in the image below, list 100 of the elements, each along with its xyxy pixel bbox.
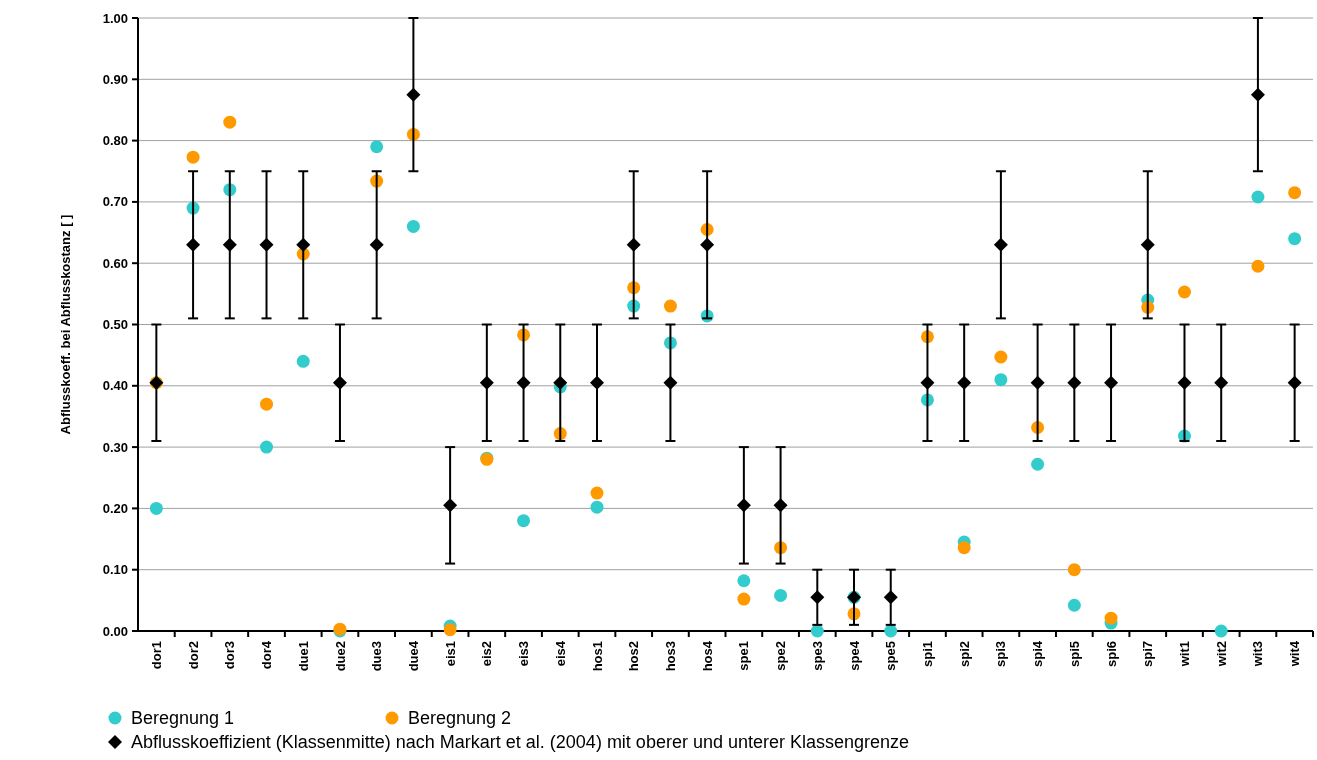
y-tick-label: 0.50: [102, 317, 128, 333]
point: [1030, 375, 1045, 390]
y-tick-label: 0.00: [102, 623, 128, 639]
x-tick-label: eis4: [552, 640, 568, 667]
x-tick-label: dor4: [259, 640, 275, 670]
x-tick-label: spi1: [920, 641, 935, 668]
point: [1288, 186, 1302, 200]
point: [369, 237, 384, 252]
point: [737, 592, 751, 606]
point: [1177, 285, 1191, 299]
point: [626, 237, 641, 252]
point: [1031, 457, 1045, 471]
point: [994, 350, 1008, 364]
point: [149, 501, 163, 515]
point: [883, 590, 898, 605]
x-tick-label: wit4: [1287, 640, 1303, 668]
point: [1214, 375, 1229, 390]
point: [1067, 375, 1082, 390]
x-tick-label: wit1: [1177, 641, 1193, 668]
x-tick-label: dor3: [222, 641, 238, 670]
x-tick-label: spe1: [736, 641, 752, 671]
point: [1067, 598, 1081, 612]
point: [1140, 237, 1155, 252]
x-tick-label: spi2: [956, 641, 972, 668]
x-tick-label: hos3: [662, 641, 678, 672]
x-tick-label: spe3: [809, 641, 825, 671]
x-tick-label: due3: [369, 641, 385, 672]
point: [590, 500, 604, 514]
point: [1250, 87, 1265, 102]
y-tick-label: 0.70: [102, 194, 128, 210]
y-tick-label: 1.00: [102, 10, 128, 26]
x-tick-label: dor2: [185, 641, 201, 670]
point: [259, 237, 274, 252]
x-tick-label: spe2: [773, 641, 789, 671]
point: [186, 237, 201, 252]
y-axis-title: Abflusskoeff. bei Abflusskostanz [ ]: [58, 214, 73, 435]
point: [1251, 259, 1265, 273]
point: [443, 623, 457, 637]
legend-label: Beregnung 2: [408, 708, 512, 729]
point: [957, 541, 971, 555]
point: [479, 375, 494, 390]
y-tick-label: 0.60: [102, 255, 128, 271]
point: [517, 514, 531, 528]
point: [884, 624, 898, 638]
point: [553, 375, 568, 390]
point: [516, 375, 531, 390]
point: [810, 624, 824, 638]
point: [590, 486, 604, 500]
x-tick-label: spi7: [1140, 641, 1156, 668]
point: [223, 115, 237, 129]
point: [260, 397, 274, 411]
x-tick-label: spi4: [1030, 640, 1046, 668]
y-tick-label: 0.30: [102, 439, 128, 455]
point: [773, 498, 788, 513]
point: [994, 373, 1008, 387]
point: [810, 590, 825, 605]
point: [406, 219, 420, 233]
legend-label: Beregnung 1: [131, 708, 235, 729]
point: [1287, 375, 1302, 390]
y-tick-label: 0.80: [102, 133, 128, 149]
point: [774, 588, 788, 602]
point: [260, 440, 274, 454]
point: [737, 574, 751, 588]
point: [443, 498, 458, 513]
point: [186, 150, 200, 164]
point: [993, 237, 1008, 252]
x-tick-label: wit2: [1213, 641, 1229, 668]
point: [406, 87, 421, 102]
x-tick-label: spe4: [846, 640, 862, 671]
x-tick-label: due2: [332, 641, 348, 672]
x-tick-label: eis1: [442, 641, 458, 667]
point: [1177, 375, 1192, 390]
x-tick-label: eis3: [516, 641, 532, 667]
point: [957, 375, 972, 390]
point: [663, 375, 678, 390]
x-tick-label: due1: [295, 641, 311, 672]
point: [589, 375, 604, 390]
x-tick-label: eis2: [479, 641, 495, 667]
point: [296, 354, 310, 368]
y-tick-label: 0.10: [102, 562, 128, 578]
point: [1104, 375, 1119, 390]
x-tick-label: spi5: [1066, 641, 1082, 668]
point: [370, 140, 384, 154]
point: [1104, 611, 1118, 625]
x-tick-label: spi3: [993, 641, 1009, 668]
x-tick-label: wit3: [1250, 641, 1266, 668]
x-tick-label: hos1: [589, 641, 605, 672]
y-tick-label: 0.20: [102, 500, 128, 516]
point: [736, 498, 751, 513]
y-tick-label: 0.90: [102, 71, 128, 87]
point: [1067, 563, 1081, 577]
x-tick-label: hos4: [699, 640, 715, 672]
point: [700, 237, 715, 252]
point: [332, 375, 347, 390]
legend-label: Abflusskoeffizient (Klassenmitte) nach Markart et al. (2004) mit oberer und unterer Klassengrenze: [131, 732, 910, 753]
point: [1214, 624, 1228, 638]
point: [222, 237, 237, 252]
x-tick-label: hos2: [626, 641, 642, 672]
point: [296, 237, 311, 252]
point: [663, 299, 677, 313]
